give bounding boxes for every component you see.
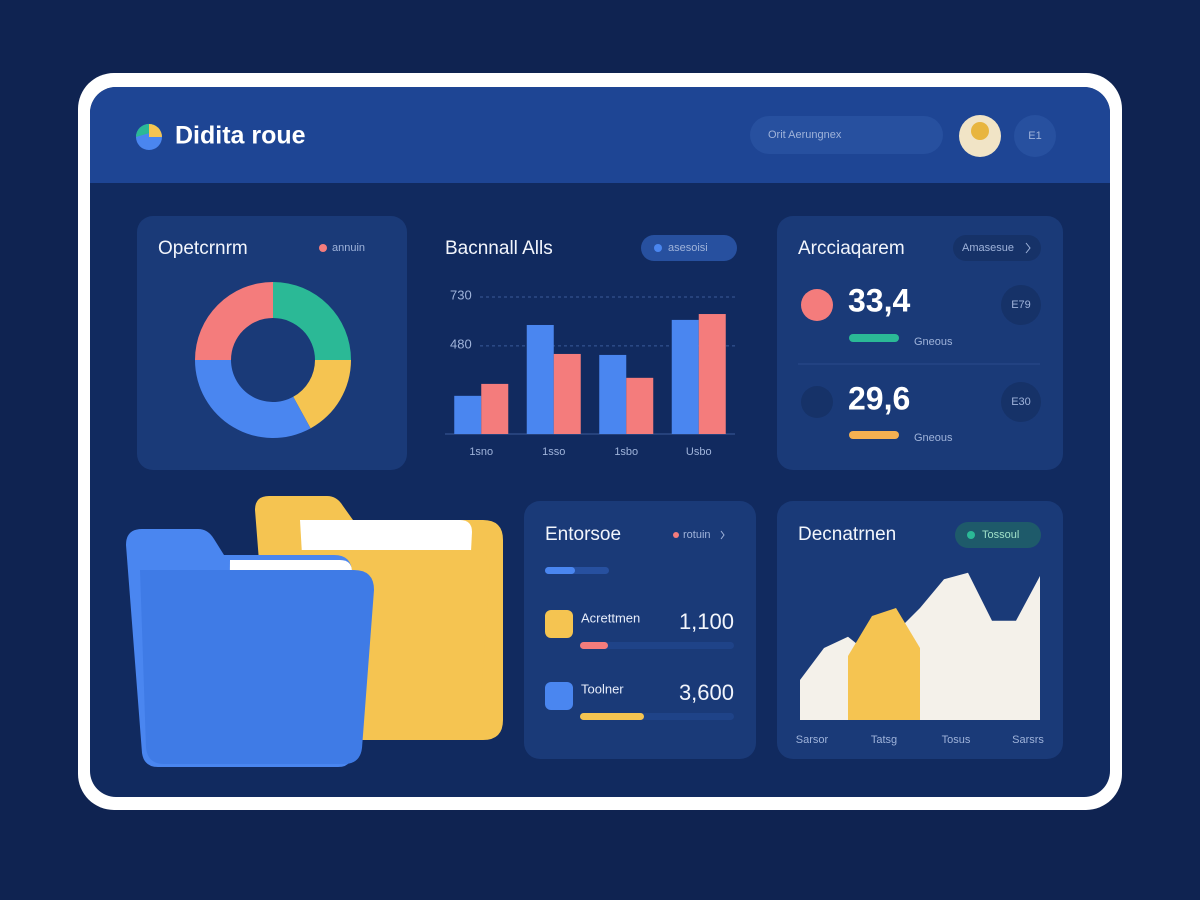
legend-dot bbox=[319, 244, 327, 252]
badge-dot bbox=[654, 244, 662, 252]
stat-value: 29,6 bbox=[848, 380, 910, 416]
bar bbox=[526, 324, 554, 434]
card-title: Decnatrnen bbox=[798, 524, 896, 545]
x-tick-label: Tosus bbox=[942, 734, 971, 746]
x-tick-label: Sarsor bbox=[796, 734, 829, 746]
x-tick-label: Sarsrs bbox=[1012, 734, 1044, 746]
x-tick-label: 1sso bbox=[542, 446, 565, 458]
badge bbox=[955, 522, 1041, 548]
row-icon bbox=[545, 610, 573, 638]
area bbox=[848, 608, 920, 720]
badge-dot bbox=[967, 531, 975, 539]
menu-button[interactable] bbox=[1014, 115, 1056, 157]
link-button[interactable] bbox=[953, 235, 1041, 261]
link-label: Amasesue bbox=[962, 242, 1014, 254]
x-tick-label: Tatsg bbox=[871, 734, 897, 746]
bar bbox=[454, 395, 482, 434]
card-title: Opetcrnrm bbox=[158, 238, 248, 259]
stat-badge bbox=[1001, 382, 1041, 422]
bar bbox=[599, 354, 627, 434]
progress-fill bbox=[580, 642, 608, 649]
avatar-face bbox=[971, 122, 989, 140]
y-tick-label: 730 bbox=[450, 287, 472, 302]
logo-part bbox=[149, 124, 162, 137]
card bbox=[524, 501, 756, 759]
donut-segment bbox=[195, 282, 273, 360]
donut-segment bbox=[194, 360, 311, 439]
bar bbox=[626, 377, 654, 434]
chevron bbox=[720, 530, 725, 540]
stat-badge-label: E79 bbox=[1011, 299, 1031, 311]
bar bbox=[671, 319, 699, 434]
stat-caption: Gneous bbox=[914, 432, 953, 444]
progress-fill bbox=[580, 713, 644, 720]
stat-badge-label: E30 bbox=[1011, 396, 1031, 408]
menu-button-label: E1 bbox=[1028, 130, 1041, 142]
bar bbox=[481, 383, 509, 434]
header-bar bbox=[90, 87, 1110, 183]
stat-icon bbox=[801, 289, 833, 321]
stat-bar bbox=[849, 334, 899, 342]
link-dot bbox=[673, 532, 679, 538]
bar bbox=[553, 353, 581, 434]
stat-icon bbox=[801, 386, 833, 418]
x-tick-label: 1sbo bbox=[614, 446, 638, 458]
stat-bar bbox=[849, 431, 899, 439]
search-box[interactable] bbox=[750, 116, 943, 154]
badge bbox=[641, 235, 737, 261]
row-value: 3,600 bbox=[679, 680, 734, 705]
progress-track bbox=[580, 642, 734, 649]
folder-front bbox=[140, 570, 374, 764]
x-tick-label: 1sno bbox=[469, 446, 493, 458]
search-placeholder: Orit Aerungnex bbox=[768, 129, 842, 141]
badge-label: Tossoul bbox=[982, 529, 1019, 541]
y-tick-label: 480 bbox=[450, 336, 472, 351]
legend-label: annuin bbox=[332, 242, 365, 254]
card bbox=[777, 216, 1063, 470]
badge-label: asesoisi bbox=[668, 242, 708, 254]
app-title: Didita roue bbox=[175, 122, 306, 150]
row-label: Acrettmen bbox=[581, 610, 640, 625]
card-title: Arcciaqarem bbox=[798, 238, 905, 259]
card-title: Entorsoe bbox=[545, 524, 621, 545]
card-title: Bacnnall Alls bbox=[445, 238, 553, 259]
stat-caption: Gneous bbox=[914, 336, 953, 348]
row-label: Toolner bbox=[581, 681, 624, 696]
donut-segment bbox=[273, 282, 351, 360]
link-label: rotuin bbox=[683, 529, 711, 541]
stat-value: 33,4 bbox=[848, 282, 910, 318]
row-icon bbox=[545, 682, 573, 710]
chevron bbox=[1025, 242, 1031, 254]
bar bbox=[698, 314, 726, 434]
stat-badge bbox=[1001, 285, 1041, 325]
folders-illustration bbox=[126, 496, 503, 767]
donut-segment bbox=[293, 360, 351, 429]
progress-fill bbox=[545, 567, 575, 574]
card bbox=[137, 216, 407, 470]
row-value: 1,100 bbox=[679, 609, 734, 634]
x-tick-label: Usbo bbox=[686, 446, 712, 458]
